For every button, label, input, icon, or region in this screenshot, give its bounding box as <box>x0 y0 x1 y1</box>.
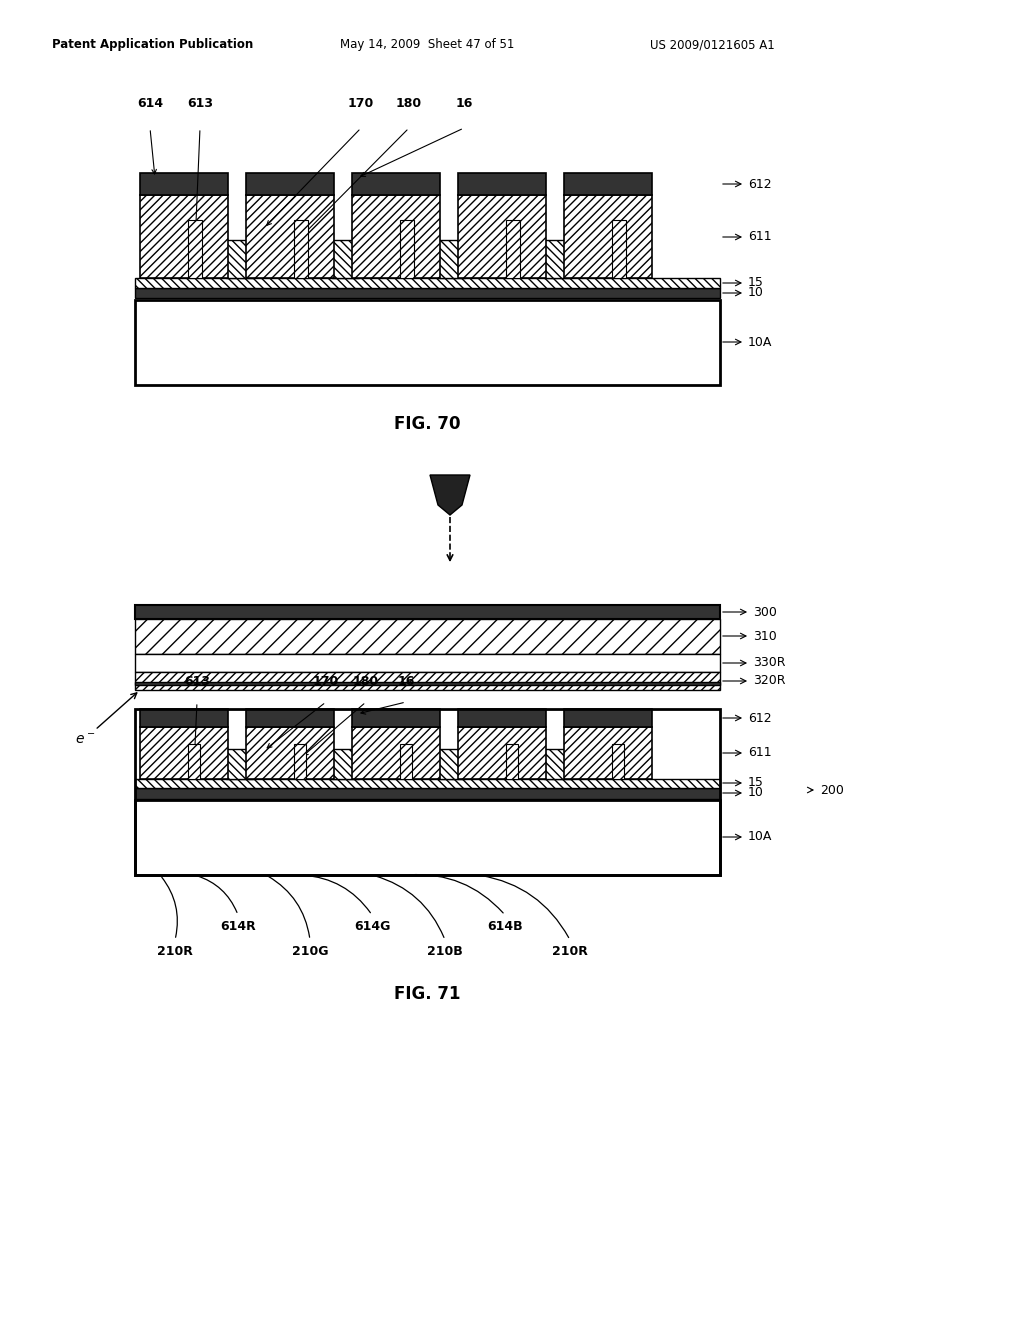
Bar <box>612 743 625 779</box>
Text: 300: 300 <box>753 606 777 619</box>
Bar <box>135 300 720 385</box>
Bar <box>544 240 571 279</box>
Bar <box>140 727 228 779</box>
Text: 170: 170 <box>348 96 374 110</box>
Bar <box>564 709 652 727</box>
Bar <box>140 709 228 727</box>
Bar <box>295 743 306 779</box>
Bar <box>352 173 440 195</box>
Text: 15: 15 <box>748 276 764 289</box>
Bar <box>458 727 546 779</box>
Bar <box>400 743 413 779</box>
Text: 210R: 210R <box>552 945 588 958</box>
Bar <box>458 195 546 279</box>
Polygon shape <box>430 475 470 515</box>
Text: 613: 613 <box>187 96 213 110</box>
Bar <box>226 748 253 779</box>
Text: 320R: 320R <box>753 675 785 688</box>
Text: 614: 614 <box>137 96 163 110</box>
Bar <box>246 727 334 779</box>
Text: 210B: 210B <box>427 945 463 958</box>
Bar <box>246 709 334 727</box>
Bar <box>140 195 228 279</box>
Bar <box>246 173 334 195</box>
Bar <box>332 748 359 779</box>
Bar <box>135 682 720 685</box>
Bar <box>135 779 720 788</box>
Bar <box>352 195 440 279</box>
Bar <box>438 240 465 279</box>
Text: FIG. 70: FIG. 70 <box>394 414 461 433</box>
Text: 170: 170 <box>313 675 339 688</box>
Bar <box>352 709 440 727</box>
Bar <box>507 743 518 779</box>
Bar <box>135 619 720 653</box>
Text: 10: 10 <box>748 286 764 300</box>
Bar <box>564 173 652 195</box>
Text: 614B: 614B <box>487 920 523 933</box>
Bar <box>438 748 465 779</box>
Text: 210R: 210R <box>157 945 193 958</box>
Text: 210G: 210G <box>292 945 329 958</box>
Bar <box>226 240 253 279</box>
Text: 200: 200 <box>820 784 844 796</box>
Text: FIG. 71: FIG. 71 <box>394 985 461 1003</box>
Bar <box>135 653 720 672</box>
Text: 614R: 614R <box>220 920 256 933</box>
Text: 180: 180 <box>353 675 379 688</box>
Text: $e^-$: $e^-$ <box>75 733 95 747</box>
Bar <box>564 727 652 779</box>
Text: 611: 611 <box>748 231 772 243</box>
Text: US 2009/0121605 A1: US 2009/0121605 A1 <box>650 38 775 51</box>
Bar <box>188 743 201 779</box>
Bar <box>507 220 520 279</box>
Text: May 14, 2009  Sheet 47 of 51: May 14, 2009 Sheet 47 of 51 <box>340 38 514 51</box>
Bar <box>458 173 546 195</box>
Bar <box>188 220 203 279</box>
Bar <box>295 220 308 279</box>
Text: 10A: 10A <box>748 335 772 348</box>
Text: 10A: 10A <box>748 830 772 843</box>
Bar <box>458 709 546 727</box>
Text: 310: 310 <box>753 630 777 643</box>
Bar <box>612 220 627 279</box>
Bar <box>135 800 720 875</box>
Bar <box>352 727 440 779</box>
Bar <box>135 288 720 298</box>
Bar <box>140 173 228 195</box>
Text: 10: 10 <box>748 787 764 800</box>
Text: 611: 611 <box>748 747 772 759</box>
Text: 612: 612 <box>748 177 772 190</box>
Bar <box>564 195 652 279</box>
Bar <box>135 672 720 690</box>
Text: 180: 180 <box>396 96 422 110</box>
Text: 16: 16 <box>456 96 473 110</box>
Text: 614G: 614G <box>354 920 390 933</box>
Bar <box>135 788 720 799</box>
Bar <box>400 220 415 279</box>
Text: 612: 612 <box>748 711 772 725</box>
Bar <box>544 748 571 779</box>
Text: 330R: 330R <box>753 656 785 669</box>
Bar <box>135 279 720 288</box>
Text: 613: 613 <box>184 675 210 688</box>
Bar <box>246 195 334 279</box>
Text: Patent Application Publication: Patent Application Publication <box>52 38 253 51</box>
Text: 16: 16 <box>397 675 415 688</box>
Bar <box>135 605 720 619</box>
Text: 15: 15 <box>748 776 764 789</box>
Bar <box>332 240 359 279</box>
Bar <box>135 709 720 875</box>
